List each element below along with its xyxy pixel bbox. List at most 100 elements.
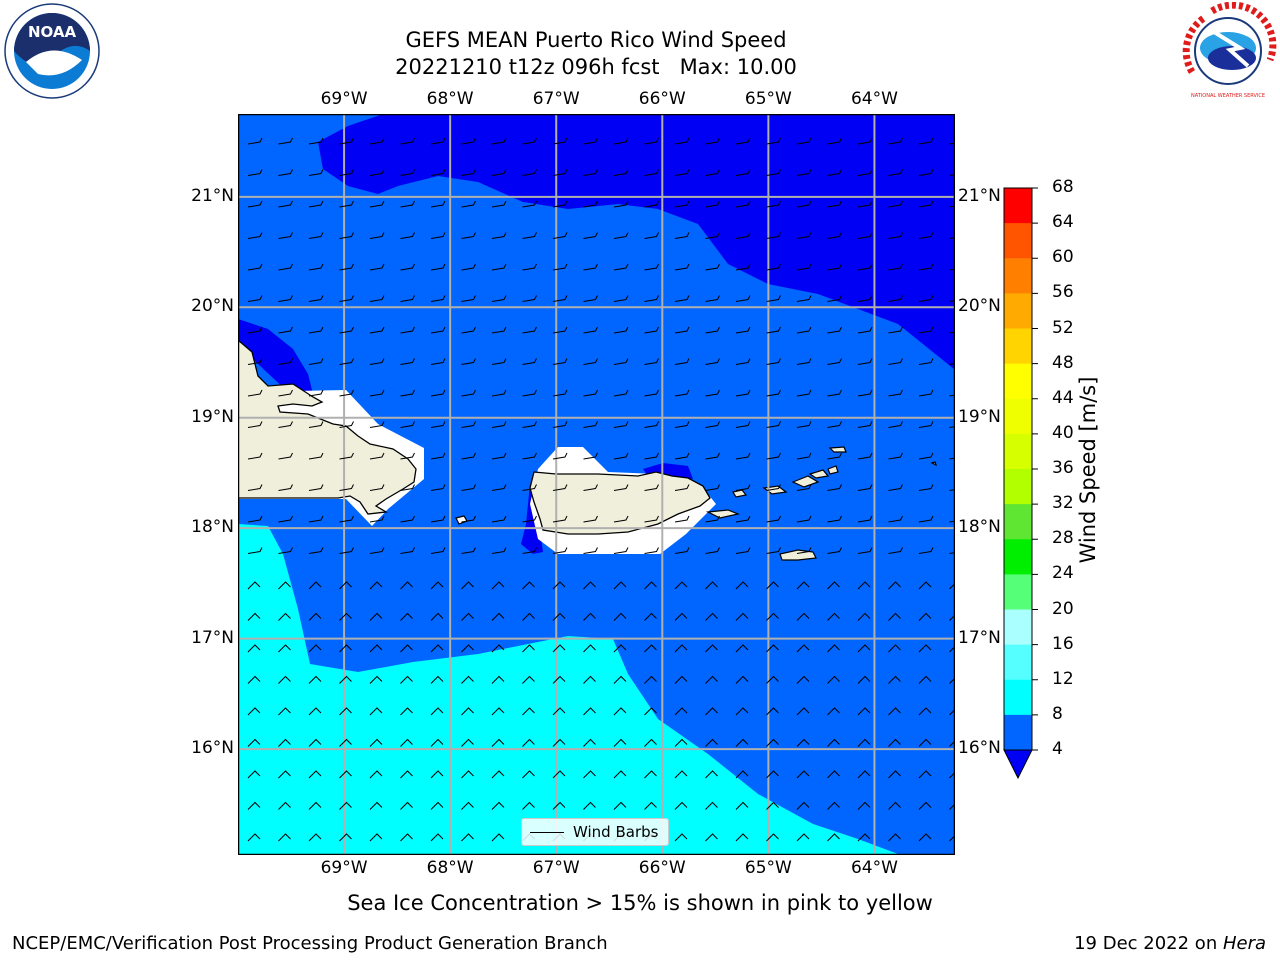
wind-barb bbox=[674, 738, 688, 747]
wind-barb bbox=[522, 169, 537, 176]
lat-tick-left-3: 18°N bbox=[191, 517, 234, 538]
wind-barb bbox=[583, 515, 598, 523]
colorbar-label-8: 36 bbox=[1052, 458, 1074, 478]
map-subtitle: 20221210 t12z 096h fcst Max: 10.00 bbox=[395, 55, 797, 79]
wind-barb bbox=[766, 581, 779, 590]
wind-barb bbox=[430, 137, 446, 145]
wind-barb bbox=[430, 581, 444, 590]
wind-barb bbox=[857, 770, 871, 779]
colorbar-segment-3 bbox=[1004, 293, 1032, 329]
wind-barb bbox=[461, 232, 476, 239]
lon-tick-bottom-5: 64°W bbox=[850, 858, 898, 878]
wind-barb bbox=[400, 833, 413, 842]
wind-barb bbox=[674, 612, 688, 621]
wind-barb bbox=[888, 452, 903, 460]
wind-barb bbox=[552, 200, 568, 208]
wind-barb bbox=[918, 833, 932, 842]
map-title: GEFS MEAN Puerto Rico Wind Speed bbox=[405, 28, 787, 52]
colorbar-segment-0 bbox=[1004, 188, 1032, 224]
wind-barb bbox=[644, 200, 659, 208]
wind-barb bbox=[430, 389, 446, 397]
wind-barb bbox=[308, 738, 322, 747]
wind-barb bbox=[796, 801, 810, 810]
wind-barb bbox=[400, 515, 415, 523]
wind-barb bbox=[918, 484, 934, 491]
wind-barb bbox=[583, 484, 598, 491]
colorbar-label-6: 44 bbox=[1052, 387, 1074, 408]
wind-barb bbox=[735, 833, 749, 842]
wind-barb bbox=[430, 801, 444, 810]
wind-barb bbox=[949, 709, 954, 716]
wind-barb bbox=[735, 137, 751, 145]
wind-barb bbox=[766, 421, 781, 428]
wind-barb bbox=[766, 675, 779, 684]
wind-barb bbox=[705, 295, 720, 302]
wind-barb bbox=[247, 452, 263, 460]
wind-barb bbox=[491, 644, 505, 653]
wind-barb bbox=[369, 452, 385, 460]
wind-barb bbox=[796, 169, 812, 176]
wind-barb bbox=[308, 169, 324, 176]
wind-barb bbox=[308, 263, 324, 271]
wind-barb bbox=[888, 263, 903, 271]
wind-barb bbox=[491, 232, 507, 239]
wind-barb bbox=[247, 515, 263, 523]
wind-barb bbox=[888, 326, 903, 334]
wind-barb bbox=[766, 738, 779, 747]
wind-barb bbox=[583, 707, 596, 716]
wind-barb bbox=[339, 200, 354, 208]
colorbar-segment-2 bbox=[1004, 258, 1032, 294]
wind-barb bbox=[247, 801, 261, 810]
wind-barb bbox=[461, 358, 476, 365]
island-virgin-2 bbox=[791, 475, 820, 488]
colorbar-label-4: 52 bbox=[1052, 317, 1074, 338]
wind-barb bbox=[613, 326, 629, 334]
colorbar-label-7: 40 bbox=[1052, 422, 1074, 443]
wind-barb bbox=[278, 358, 293, 365]
wind-barb bbox=[674, 389, 690, 397]
wind-barb bbox=[247, 169, 263, 176]
wind-barb bbox=[247, 644, 261, 653]
lon-tick-top-0: 69°W bbox=[320, 89, 368, 109]
wind-barb bbox=[522, 770, 535, 779]
wind-barb bbox=[766, 644, 779, 653]
wind-barb bbox=[918, 421, 934, 428]
wind-barb bbox=[613, 581, 627, 590]
colorbar-segment-11 bbox=[1004, 574, 1032, 610]
wind-barb bbox=[278, 707, 291, 716]
island-vieques bbox=[705, 509, 741, 519]
wind-barb bbox=[461, 675, 474, 684]
wind-barb bbox=[857, 421, 873, 428]
wind-barb bbox=[766, 169, 781, 176]
wind-barb bbox=[491, 581, 505, 590]
island-anegada bbox=[828, 446, 847, 453]
wind-barb bbox=[613, 770, 627, 779]
wind-barb bbox=[461, 263, 476, 271]
region-wind-below-4-north bbox=[318, 114, 954, 369]
wind-barb bbox=[613, 389, 629, 397]
wind-barb bbox=[247, 707, 261, 716]
wind-barb bbox=[735, 644, 749, 653]
wind-barb bbox=[766, 707, 779, 716]
wind-barb bbox=[796, 738, 810, 747]
wind-barb bbox=[827, 137, 842, 145]
wind-barb bbox=[613, 801, 627, 810]
wind-barb bbox=[583, 326, 598, 334]
wind-barb bbox=[766, 263, 781, 271]
wind-barb bbox=[674, 263, 690, 271]
wind-barb bbox=[461, 515, 476, 523]
wind-barb bbox=[766, 137, 781, 145]
wind-barb bbox=[308, 644, 322, 653]
wind-barb bbox=[705, 675, 718, 684]
wind-barb bbox=[705, 452, 720, 460]
wind-barb bbox=[766, 547, 781, 554]
lon-tick-top-2: 67°W bbox=[532, 89, 580, 109]
wind-barb bbox=[735, 612, 749, 621]
wind-barb bbox=[583, 295, 598, 302]
wind-barb bbox=[857, 484, 873, 491]
wind-barb bbox=[705, 389, 720, 397]
wind-barb bbox=[796, 707, 810, 716]
wind-barb bbox=[522, 137, 537, 145]
wind-barb bbox=[491, 295, 507, 302]
wind-barb bbox=[461, 169, 476, 176]
